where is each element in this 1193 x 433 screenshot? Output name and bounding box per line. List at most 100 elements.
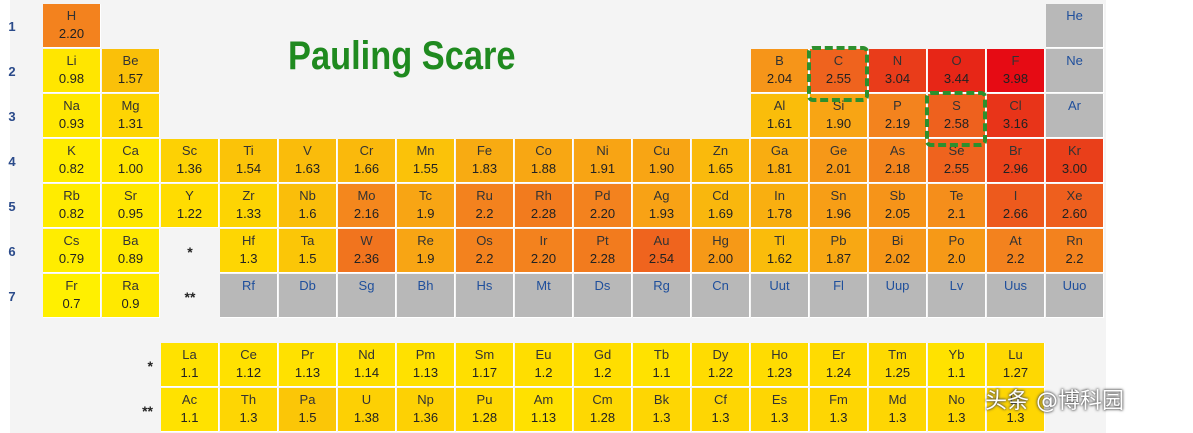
period-label: 1	[8, 19, 16, 34]
element-symbol: B	[775, 53, 784, 68]
element-symbol: Kr	[1068, 143, 1081, 158]
electronegativity-value: 1.36	[176, 161, 203, 176]
element-symbol: Pd	[594, 188, 611, 203]
element-symbol: Cr	[359, 143, 374, 158]
element-fe: Fe 1.83	[456, 139, 514, 183]
element-la: La 1.1	[161, 343, 219, 387]
electronegativity-value: 2.02	[884, 251, 911, 266]
element-symbol: U	[361, 392, 372, 407]
element-er: Er 1.24	[810, 343, 868, 387]
element-symbol: Am	[533, 392, 554, 407]
element-sr: Sr 0.95	[102, 184, 160, 228]
element-symbol: Uus	[1003, 278, 1028, 293]
element-es: Es 1.3	[751, 388, 809, 432]
electronegativity-value: 1.13	[294, 365, 321, 380]
electronegativity-value: 1.9	[416, 206, 435, 221]
electronegativity-value: 1.55	[412, 161, 439, 176]
element-symbol: Pt	[596, 233, 609, 248]
element-symbol: Cd	[712, 188, 729, 203]
element-symbol: Os	[476, 233, 493, 248]
element-i: I 2.66	[987, 184, 1045, 228]
element-yb: Yb 1.1	[928, 343, 986, 387]
element-symbol: Pm	[415, 347, 436, 362]
electronegativity-value: 0.79	[58, 251, 85, 266]
electronegativity-value: 1.22	[707, 365, 734, 380]
element-db: Db	[279, 274, 337, 318]
element-o: O 3.44	[928, 49, 986, 93]
electronegativity-value: 0.98	[58, 71, 85, 86]
electronegativity-value: 0.95	[117, 206, 144, 221]
electronegativity-value: 1.24	[825, 365, 852, 380]
element-symbol: Ne	[1066, 53, 1083, 68]
element-ho: Ho 1.23	[751, 343, 809, 387]
element-symbol: Db	[299, 278, 316, 293]
element-cs: Cs 0.79	[43, 229, 101, 273]
element-symbol: Es	[771, 392, 788, 407]
electronegativity-value: 1.14	[353, 365, 380, 380]
electronegativity-value: 1.88	[530, 161, 557, 176]
element-ti: Ti 1.54	[220, 139, 278, 183]
electronegativity-value: 2.54	[648, 251, 675, 266]
element-ca: Ca 1.00	[102, 139, 160, 183]
electronegativity-value: 1.1	[652, 365, 671, 380]
electronegativity-value: 1.62	[766, 251, 793, 266]
element-cf: Cf 1.3	[692, 388, 750, 432]
period-label: 4	[8, 154, 16, 169]
electronegativity-value: 2.2	[475, 251, 494, 266]
element-symbol: Ca	[122, 143, 139, 158]
element-symbol: Cu	[653, 143, 670, 158]
electronegativity-value: 1.33	[235, 206, 262, 221]
electronegativity-value: 1.3	[711, 410, 730, 425]
period-label: 5	[8, 199, 16, 214]
element-mn: Mn 1.55	[397, 139, 455, 183]
element-symbol: Be	[122, 53, 139, 68]
electronegativity-value: 3.04	[884, 71, 911, 86]
element-u: U 1.38	[338, 388, 396, 432]
element-symbol: Lr	[1009, 392, 1022, 407]
element-symbol: C	[833, 53, 844, 68]
electronegativity-value: 0.7	[62, 296, 81, 311]
watermark: 头条 @博科园	[985, 389, 1124, 414]
period-label: 7	[8, 289, 16, 304]
element-symbol: Xe	[1066, 188, 1083, 203]
element-symbol: Sn	[830, 188, 847, 203]
element-hg: Hg 2.00	[692, 229, 750, 273]
electronegativity-value: 2.2	[1006, 251, 1025, 266]
element-uuo: Uuo	[1046, 274, 1104, 318]
electronegativity-value: 1.3	[239, 251, 258, 266]
element-pu: Pu 1.28	[456, 388, 514, 432]
element-n: N 3.04	[869, 49, 927, 93]
element-as: As 2.18	[869, 139, 927, 183]
element-symbol: Pu	[476, 392, 493, 407]
series-marker: **	[184, 289, 196, 305]
element-symbol: Rg	[653, 278, 670, 293]
electronegativity-value: 1.3	[947, 410, 966, 425]
electronegativity-value: 1.61	[766, 116, 793, 131]
element-symbol: O	[951, 53, 962, 68]
element-rh: Rh 2.28	[515, 184, 573, 228]
element-pd: Pd 2.20	[574, 184, 632, 228]
element-po: Po 2.0	[928, 229, 986, 273]
element-symbol: Fl	[833, 278, 844, 293]
element-symbol: N	[892, 53, 903, 68]
element-rn: Rn 2.2	[1046, 229, 1104, 273]
element-lr: Lr 1.3	[987, 388, 1045, 432]
element-symbol: Co	[535, 143, 552, 158]
element-ar: Ar	[1046, 94, 1104, 138]
element-symbol: Mt	[536, 278, 551, 293]
element-symbol: I	[1013, 188, 1018, 203]
element-md: Md 1.3	[869, 388, 927, 432]
element-uut: Uut	[751, 274, 809, 318]
electronegativity-value: 2.00	[707, 251, 734, 266]
element-sb: Sb 2.05	[869, 184, 927, 228]
element-symbol: Sc	[181, 143, 198, 158]
element-symbol: Pb	[830, 233, 847, 248]
electronegativity-value: 1.12	[235, 365, 262, 380]
element-symbol: Ir	[539, 233, 548, 248]
electronegativity-value: 2.58	[943, 116, 970, 131]
element-symbol: K	[67, 143, 76, 158]
element-pm: Pm 1.13	[397, 343, 455, 387]
electronegativity-value: 2.05	[884, 206, 911, 221]
element-symbol: S	[952, 98, 961, 113]
electronegativity-value: 1.90	[825, 116, 852, 131]
